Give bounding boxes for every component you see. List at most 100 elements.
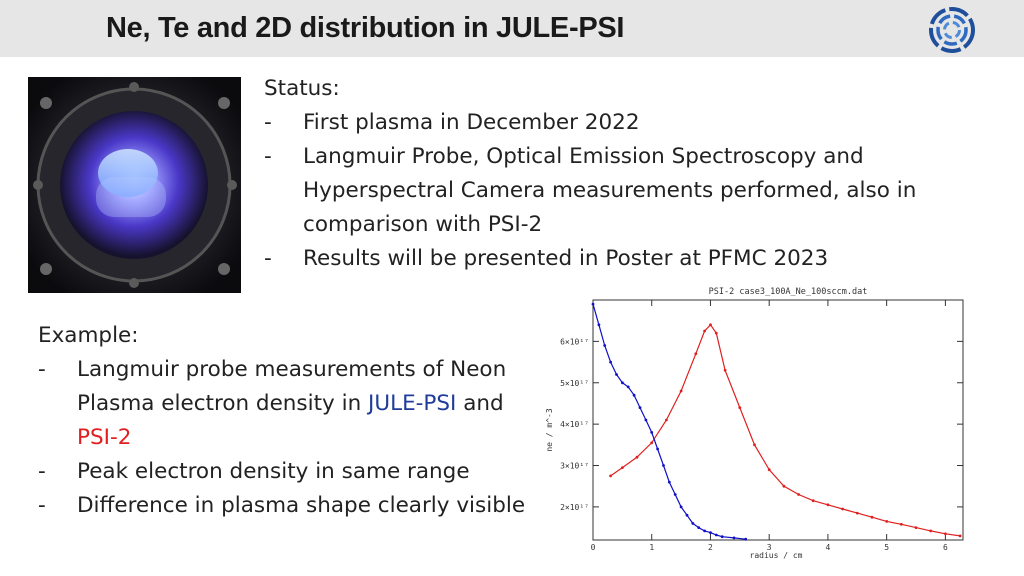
data-point — [685, 513, 689, 517]
and-text: and — [456, 391, 504, 416]
bullet-dash: - — [264, 144, 272, 169]
example-heading: Example: — [38, 323, 139, 348]
slide-header: Ne, Te and 2D distribution in JULE-PSI — [0, 0, 1024, 57]
data-point — [638, 406, 642, 409]
data-point — [870, 515, 874, 519]
x-tick-label: 0 — [591, 543, 596, 552]
data-point — [944, 532, 947, 536]
data-point — [650, 431, 654, 434]
bullet-dash: - — [38, 459, 46, 484]
data-point — [738, 406, 742, 409]
bullet-dash: - — [38, 493, 46, 518]
data-point — [609, 360, 612, 364]
data-point — [679, 505, 683, 509]
data-point — [744, 537, 748, 541]
data-point — [626, 385, 630, 389]
plot-frame — [592, 299, 964, 541]
data-point — [591, 302, 595, 306]
data-point — [656, 447, 659, 451]
data-point — [691, 522, 695, 525]
data-point — [697, 526, 701, 529]
data-point — [632, 393, 636, 397]
example-item: - Difference in plasma shape clearly vis… — [38, 489, 528, 523]
status-item-text: First plasma in December 2022 — [303, 110, 640, 135]
data-point — [797, 493, 800, 496]
data-point — [732, 536, 736, 540]
x-tick-label: 2 — [708, 543, 713, 552]
y-tick-label: 6×10¹⁷ — [560, 337, 589, 346]
plasma-chamber-photo-icon — [28, 77, 241, 293]
data-point — [709, 531, 712, 534]
status-item: - Langmuir Probe, Optical Emission Spect… — [264, 140, 1004, 242]
data-point — [841, 507, 844, 511]
data-point — [709, 323, 712, 327]
bullet-dash: - — [38, 357, 46, 382]
data-point — [621, 381, 624, 385]
data-point — [635, 455, 639, 459]
x-tick-label: 5 — [884, 543, 889, 552]
data-point — [914, 526, 918, 529]
example-item-text: Difference in plasma shape clearly visib… — [77, 493, 526, 518]
x-tick-label: 1 — [649, 543, 654, 552]
data-point — [855, 511, 859, 515]
data-point — [665, 418, 668, 422]
data-point — [929, 529, 933, 533]
example-item-text: Peak electron density in same range — [77, 459, 470, 484]
data-point — [694, 352, 698, 356]
institute-ring-logo-icon — [929, 7, 975, 53]
example-item: - Langmuir probe measurements of Neon Pl… — [38, 353, 528, 455]
example-section: Example: - Langmuir probe measurements o… — [38, 319, 528, 523]
data-point — [615, 373, 618, 376]
data-point — [899, 522, 903, 526]
status-item-text: Langmuir Probe, Optical Emission Spectro… — [303, 144, 917, 237]
example-item-text: Langmuir probe measurements of Neon Plas… — [77, 357, 507, 416]
density-profile-chart: PSI-2 case3_100A_Ne_100sccm.dat radius /… — [545, 287, 964, 560]
data-point — [679, 389, 683, 393]
status-item-text: Results will be presented in Poster at P… — [303, 246, 829, 271]
status-section: Status: - First plasma in December 2022 … — [264, 72, 1004, 276]
data-point — [662, 464, 665, 467]
data-point — [650, 441, 654, 445]
data-point — [767, 468, 771, 472]
data-point — [667, 480, 671, 484]
y-tick-label: 2×10¹⁷ — [560, 503, 589, 512]
chart-title: PSI-2 case3_100A_Ne_100sccm.dat — [709, 287, 868, 297]
slide-title: Ne, Te and 2D distribution in JULE-PSI — [106, 12, 625, 44]
psi2-label: PSI-2 — [77, 425, 132, 450]
data-point — [811, 499, 815, 503]
data-point — [720, 535, 724, 539]
data-point — [644, 418, 648, 422]
bullet-dash: - — [264, 246, 272, 271]
y-axis-label: ne / m^-3 — [545, 408, 554, 452]
status-item: - Results will be presented in Poster at… — [264, 242, 1004, 276]
data-point — [603, 344, 607, 347]
data-point — [826, 503, 830, 507]
x-tick-label: 3 — [767, 543, 772, 552]
data-point — [958, 534, 962, 538]
bullet-dash: - — [264, 110, 272, 135]
data-point — [703, 329, 706, 333]
data-point — [723, 368, 727, 372]
data-point — [885, 520, 889, 523]
data-point — [714, 331, 718, 335]
example-item: - Peak electron density in same range — [38, 455, 528, 489]
data-point — [703, 529, 706, 533]
jule-psi-label: JULE-PSI — [368, 391, 457, 416]
data-point — [782, 484, 786, 488]
x-axis-label: radius / cm — [750, 551, 803, 560]
data-point — [714, 533, 718, 537]
series-line — [592, 303, 746, 540]
data-point — [753, 443, 756, 447]
y-tick-label: 4×10¹⁷ — [560, 420, 589, 429]
data-point — [673, 493, 677, 496]
data-point — [609, 474, 612, 478]
series-line — [610, 323, 961, 537]
data-point — [597, 323, 601, 327]
x-tick-label: 6 — [943, 543, 948, 552]
y-tick-label: 3×10¹⁷ — [560, 462, 589, 471]
data-point — [621, 466, 624, 469]
x-tick-label: 4 — [826, 543, 831, 552]
status-heading: Status: — [264, 76, 340, 101]
y-tick-label: 5×10¹⁷ — [560, 379, 589, 388]
status-item: - First plasma in December 2022 — [264, 106, 1004, 140]
